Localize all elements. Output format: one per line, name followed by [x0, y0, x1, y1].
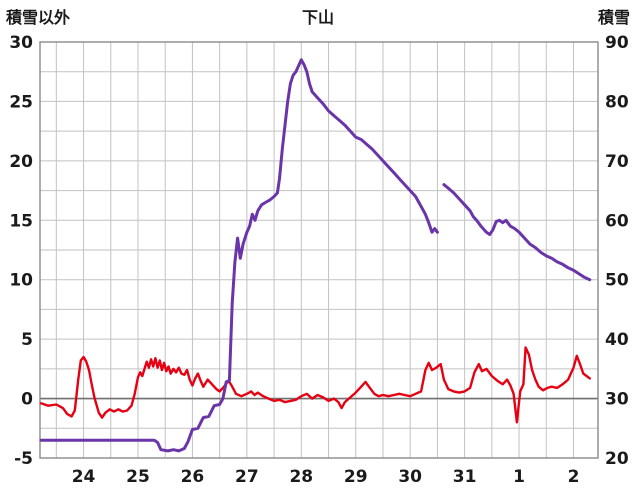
x-axis-tick-label: 1 — [513, 467, 525, 487]
left-axis-tick-label: 15 — [9, 211, 33, 231]
right-axis-tick-label: 70 — [605, 152, 629, 172]
right-axis-tick-label: 60 — [605, 211, 629, 231]
right-axis-tick-label: 90 — [605, 33, 629, 53]
right-axis-tick-label: 40 — [605, 330, 629, 350]
x-axis-tick-label: 28 — [289, 467, 313, 487]
x-axis-tick-label: 24 — [72, 467, 96, 487]
x-axis-tick-label: 29 — [344, 467, 368, 487]
left-axis-tick-label: 5 — [21, 330, 33, 350]
x-axis-tick-label: 2 — [568, 467, 580, 487]
x-axis-tick-label: 25 — [126, 467, 150, 487]
left-axis-tick-label: 0 — [21, 390, 33, 410]
left-axis-label: 積雪以外 — [6, 8, 71, 27]
series-line-non-snow — [39, 346, 591, 424]
right-axis-tick-label: 50 — [605, 271, 629, 291]
x-axis-tick-label: 31 — [453, 467, 477, 487]
series-line-snow-depth — [442, 183, 592, 282]
plot-frame — [39, 41, 599, 459]
left-axis-tick-label: 10 — [9, 271, 33, 291]
x-axis-tick-label: 26 — [181, 467, 205, 487]
left-axis-tick-label: -5 — [14, 449, 33, 469]
right-axis-tick-label: 30 — [605, 390, 629, 410]
right-axis-tick-label: 20 — [605, 449, 629, 469]
left-axis-tick-label: 20 — [9, 152, 33, 172]
x-axis-tick-label: 27 — [235, 467, 259, 487]
right-axis-label: 積雪 — [597, 8, 630, 27]
series-line-snow-depth — [39, 58, 439, 453]
chart-title: 下山 — [301, 8, 334, 27]
x-axis-tick-label: 30 — [398, 467, 422, 487]
left-axis-tick-label: 30 — [9, 33, 33, 53]
left-axis-tick-label: 25 — [9, 92, 33, 112]
right-axis-tick-label: 80 — [605, 92, 629, 112]
